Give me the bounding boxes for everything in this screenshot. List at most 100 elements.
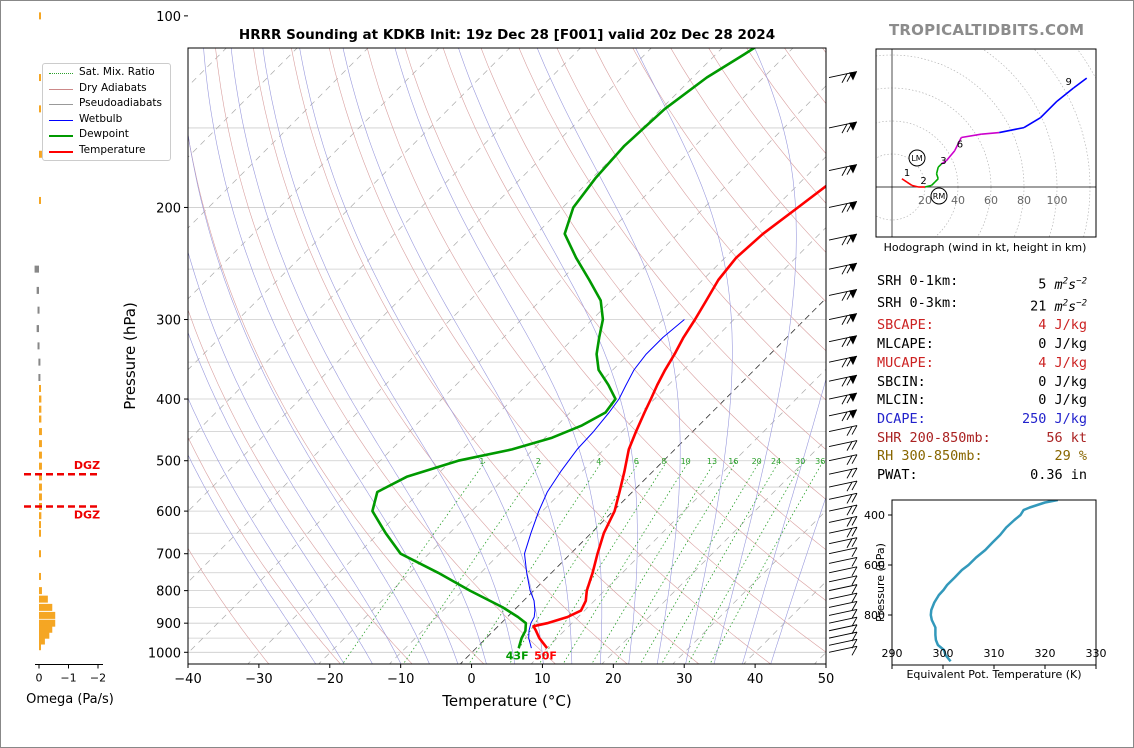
- wind-barb-feather: [846, 441, 853, 451]
- moist-adiabat: [536, 48, 681, 664]
- x-axis-label: Temperature (°C): [441, 692, 571, 710]
- index-row: SBCAPE: 4 J/kg: [877, 316, 1087, 335]
- x-tick-label: −20: [316, 672, 343, 687]
- wind-barb: [828, 289, 858, 301]
- moist-adiabat: [188, 397, 345, 664]
- isotherm-line: [247, 85, 826, 664]
- wind-barb-feather: [841, 291, 848, 301]
- wind-barb-feather: [851, 592, 858, 603]
- wind-barb-staff: [828, 480, 858, 488]
- index-value: 0 J/kg: [1038, 336, 1087, 353]
- index-label: SHR 200-850mb:: [877, 429, 991, 446]
- omega-bar: [39, 587, 42, 595]
- wind-barb: [828, 600, 858, 611]
- wind-barb-staff: [828, 608, 858, 616]
- theta-e-y-label: Pressure (hPa): [874, 543, 887, 622]
- index-value: 5 m2s−2: [1038, 276, 1087, 293]
- hodograph-segment: [941, 159, 947, 165]
- dry-adiabat: [291, 48, 700, 664]
- hodograph-plot-area: [876, 49, 1096, 237]
- y-tick-label: 900: [156, 617, 181, 632]
- wind-barb-staff: [828, 600, 858, 608]
- wind-barb: [828, 608, 858, 619]
- index-label: PWAT:: [877, 467, 918, 484]
- wind-barb-feather: [841, 315, 848, 325]
- index-value: 21 m2s−2: [1030, 298, 1087, 315]
- wind-barb: [828, 584, 858, 594]
- omega-bar: [39, 105, 41, 113]
- legend-label: Dewpoint: [79, 128, 129, 140]
- mixing-ratio-label: 24: [771, 457, 781, 466]
- index-label: MLCAPE:: [877, 336, 934, 353]
- chart-title: HRRR Sounding at KDKB Init: 19z Dec 28 […: [238, 27, 776, 43]
- wind-barb-staff: [828, 454, 858, 462]
- legend-label: Sat. Mix. Ratio: [79, 66, 155, 78]
- x-tick-label: 20: [605, 672, 622, 687]
- dry-adiabat: [188, 547, 270, 664]
- mixing-ratio-label: 13: [707, 457, 717, 466]
- mixing-ratio-label: 4: [596, 457, 601, 466]
- mixing-ratio-line: [468, 460, 603, 664]
- wind-barb-feather: [846, 410, 853, 421]
- legend-label: Pseudoadiabats: [79, 97, 162, 109]
- x-tick-label: −40: [174, 672, 201, 687]
- hodograph-segment: [945, 150, 956, 162]
- theta-e-x-label: Equivalent Pot. Temperature (K): [906, 668, 1081, 681]
- omega-bar: [39, 637, 45, 645]
- omega-x-label: Omega (Pa/s): [26, 692, 114, 707]
- hodograph-height-label: 1: [904, 168, 910, 179]
- index-label: SRH 0-3km:: [877, 295, 959, 312]
- wind-barb: [828, 313, 858, 325]
- omega-bar: [39, 415, 42, 423]
- wind-barb-feather: [851, 537, 858, 547]
- legend-swatch: [49, 88, 73, 90]
- wind-barb-feather: [846, 314, 853, 324]
- omega-bar: [39, 196, 41, 204]
- legend-swatch: [49, 119, 73, 121]
- index-row: MLCAPE: 0 J/kg: [877, 335, 1087, 354]
- storm-motion-marker: [908, 149, 926, 167]
- y-tick-label: 400: [156, 393, 181, 408]
- mixing-ratio-label: 36: [815, 457, 825, 466]
- wind-barb-feather: [851, 480, 858, 491]
- dry-adiabat: [188, 309, 413, 664]
- wind-barb: [828, 409, 858, 422]
- wind-barb: [828, 556, 858, 567]
- wind-barb-feather: [846, 165, 853, 175]
- index-label: SBCIN:: [877, 373, 926, 390]
- wind-barb-feather: [851, 584, 858, 594]
- mixing-ratio-line: [342, 460, 487, 664]
- wind-barb: [828, 566, 858, 577]
- omega-bar: [39, 150, 42, 158]
- skewt-frame: [187, 47, 827, 665]
- index-row: SBCIN: 0 J/kg: [877, 373, 1087, 392]
- storm-motion-label: RM: [933, 192, 946, 201]
- wind-barb: [828, 374, 858, 387]
- theta-e-y-tick-label: 800: [864, 609, 885, 622]
- wind-barb-feather: [851, 575, 858, 586]
- wind-barb-feather: [846, 517, 853, 527]
- omega-bar: [39, 619, 56, 627]
- mixing-ratio-line: [709, 460, 824, 664]
- hodograph-segment: [1056, 87, 1074, 102]
- index-row: MLCIN: 0 J/kg: [877, 391, 1087, 410]
- wind-barb-feather: [846, 202, 853, 212]
- moist-adiabat: [188, 250, 402, 664]
- wind-barb-feather: [841, 203, 848, 213]
- legend-label: Dry Adiabats: [79, 81, 147, 94]
- wind-barb-feather: [846, 336, 853, 346]
- hodograph-height-label: 2: [920, 176, 926, 187]
- index-value: 56 kt: [1046, 429, 1087, 446]
- wind-barb-staff: [828, 566, 858, 574]
- mixing-ratio-line: [402, 460, 543, 664]
- wind-barb-feather: [851, 425, 858, 435]
- dry-adiabat: [594, 48, 826, 352]
- wind-barb: [828, 262, 858, 275]
- index-value: 4 J/kg: [1038, 354, 1087, 371]
- hodograph-segment: [911, 184, 919, 188]
- dry-adiabat: [188, 436, 341, 664]
- y-tick-label: 700: [156, 548, 181, 563]
- x-tick-label: 50: [818, 672, 835, 687]
- skewt-legend: Sat. Mix. Ratio Dry Adiabats Pseudoadiabat…: [42, 63, 171, 161]
- index-value: 29 %: [1054, 448, 1087, 465]
